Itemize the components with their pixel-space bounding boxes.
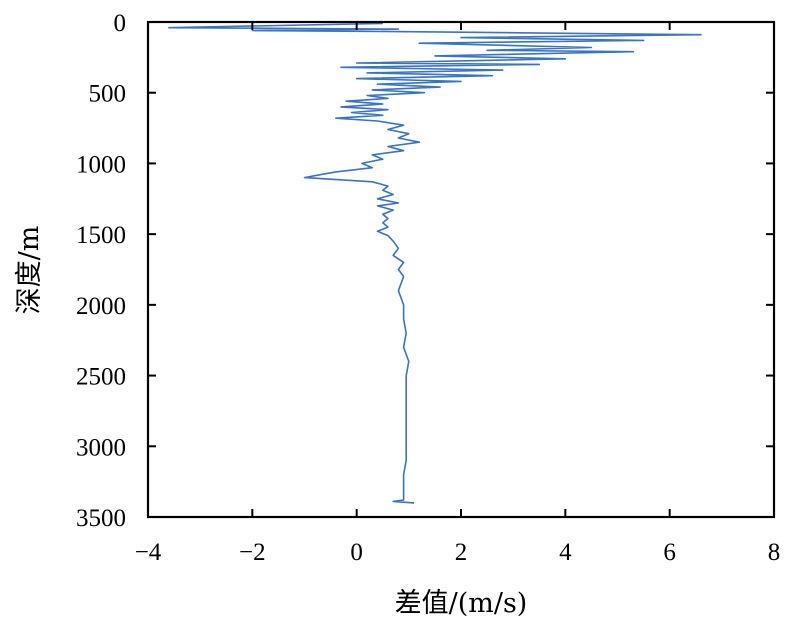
x-tick-label: 6 <box>663 539 676 566</box>
x-tick-label: 0 <box>350 539 363 566</box>
y-tick-label: 1000 <box>76 151 126 178</box>
x-tick-label: 2 <box>455 539 468 566</box>
y-tick-label: 0 <box>114 10 127 37</box>
y-axis-title: 深度/m <box>14 226 45 315</box>
x-tick-label: 4 <box>559 539 572 566</box>
y-tick-label: 2500 <box>76 364 126 391</box>
y-tick-label: 3000 <box>76 434 126 461</box>
y-tick-label: 3500 <box>76 505 126 532</box>
y-tick-label: 1500 <box>76 222 126 249</box>
y-tick-label: 500 <box>89 81 127 108</box>
y-tick-label: 2000 <box>76 293 126 320</box>
x-axis-title: 差值/(m/s) <box>395 588 528 619</box>
plot-frame <box>146 20 776 519</box>
x-tick-label: 8 <box>768 539 781 566</box>
series-line-0 <box>168 22 702 504</box>
x-tick-label: −4 <box>135 539 162 566</box>
plot-area <box>168 22 702 504</box>
x-tick-label: −2 <box>239 539 266 566</box>
ticks: −4 −2 0 2 4 6 8 0 500 1000 1500 2000 2500 3000 3500 <box>76 10 780 566</box>
